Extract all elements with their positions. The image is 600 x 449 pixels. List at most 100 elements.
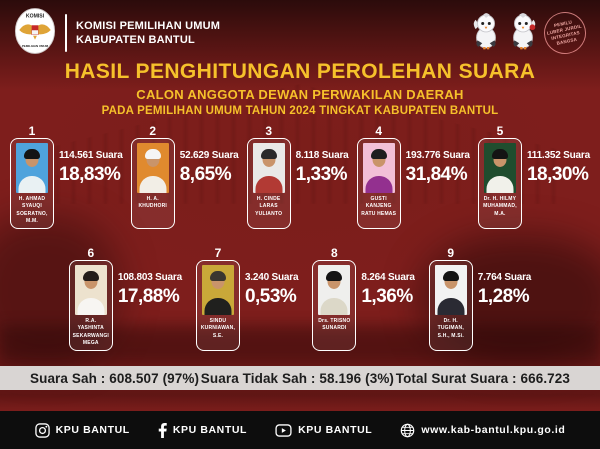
candidate-item: 2 H. A. KHUDHORI 52.629 Suara 8,65%	[130, 124, 239, 229]
instagram-handle: KPU BANTUL	[55, 424, 130, 436]
svg-text:PEMILIHAN UMUM: PEMILIHAN UMUM	[22, 44, 49, 48]
photo-silhouette	[18, 176, 46, 193]
photo-silhouette	[139, 176, 167, 193]
vote-percent: 17,88%	[117, 286, 180, 307]
candidate-item: 7 SINDU KURNIAWAN, S.E. 3.240 Suara 0,53…	[195, 246, 299, 351]
photo-silhouette	[370, 149, 387, 159]
facebook-link: KPU BANTUL	[158, 422, 248, 438]
photo-silhouette	[144, 149, 161, 159]
photo-silhouette	[326, 271, 343, 281]
vote-count: 114.561 Suara	[59, 150, 123, 161]
facebook-handle: KPU BANTUL	[172, 424, 248, 436]
vote-percent: 1,28%	[477, 286, 530, 307]
website-url: www.kab-bantul.kpu.go.id	[421, 424, 566, 436]
website-link: www.kab-bantul.kpu.go.id	[400, 423, 565, 438]
vote-count: 52.629 Suara	[179, 150, 239, 161]
candidate-card: H. CINDE LARAS YULIANTO	[246, 138, 291, 229]
vote-percent: 31,84%	[405, 164, 468, 185]
background-photo	[0, 326, 600, 362]
candidate-number: 3	[265, 124, 272, 138]
vote-percent: 8,65%	[179, 164, 232, 185]
candidate-number: 8	[331, 246, 338, 260]
candidate-card: H. AHMAD SYAUQI SOERATNO, M.M.	[10, 138, 54, 229]
footer: KPU BANTUL KPU BANTUL KPU BANTUL www.kab…	[0, 411, 600, 449]
candidate-name: H. A. KHUDHORI	[138, 196, 167, 210]
title-block: HASIL PENGHITUNGAN PEROLEHAN SUARA CALON…	[0, 60, 600, 117]
photo-silhouette	[320, 298, 348, 315]
candidate-photo	[434, 265, 467, 315]
svg-text:KOMISI: KOMISI	[26, 13, 45, 19]
candidate-item: 1 H. AHMAD SYAUQI SOERATNO, M.M. 114.561…	[10, 124, 123, 229]
stats-bar: Suara Sah : 608.507 (97%) Suara Tidak Sa…	[0, 366, 600, 390]
campaign-stamp-icon: PEMILU LUBER JURDIL INTEGRITAS BANGSA	[540, 8, 590, 58]
candidate-card: GUSTI KANJENG RATU HEMAS	[356, 138, 401, 229]
candidate-number: 1	[28, 124, 36, 138]
candidate-number: 5	[496, 124, 504, 138]
header-right: PEMILU LUBER JURDIL INTEGRITAS BANGSA	[470, 8, 590, 58]
mascot-bird-icon	[507, 12, 539, 55]
vote-percent: 1,36%	[361, 286, 413, 307]
photo-silhouette	[365, 176, 393, 193]
candidate-photo	[201, 265, 234, 315]
org-line2: KABUPATEN BANTUL	[76, 34, 195, 46]
candidates-row-1: 1 H. AHMAD SYAUQI SOERATNO, M.M. 114.561…	[0, 117, 600, 229]
kpu-logo-icon: KOMISI PEMILIHAN UMUM	[14, 7, 56, 60]
vote-count: 3.240 Suara	[244, 272, 299, 283]
photo-silhouette	[437, 298, 465, 315]
candidate-photo	[318, 265, 351, 315]
youtube-icon	[275, 423, 292, 437]
photo-silhouette	[209, 271, 226, 281]
candidate-item: 4 GUSTI KANJENG RATU HEMAS 193.776 Suara…	[356, 124, 470, 229]
candidate-number: 4	[375, 124, 383, 138]
candidate-item: 5 Dr. H. HILMY MUHAMMAD, M.A. 111.352 Su…	[477, 124, 590, 229]
candidate-card: H. A. KHUDHORI	[130, 138, 175, 229]
candidate-photo	[362, 143, 395, 193]
org-name: KOMISI PEMILIHAN UMUM KABUPATEN BANTUL	[76, 19, 220, 48]
header: KOMISI PEMILIHAN UMUM KOMISI PEMILIHAN U…	[0, 0, 600, 58]
valid-votes-stat: Suara Sah : 608.507 (97%)	[30, 370, 200, 386]
candidate-photo	[16, 143, 48, 193]
candidate-name: Drs. TRISNO SUNARDI	[318, 318, 351, 332]
instagram-icon	[34, 422, 50, 438]
candidate-number: 6	[87, 246, 95, 260]
photo-silhouette	[486, 176, 514, 193]
photo-silhouette	[204, 298, 232, 315]
candidate-item: 3 H. CINDE LARAS YULIANTO 8.118 Suara 1,…	[246, 124, 349, 229]
candidate-name: SINDU KURNIAWAN, S.E.	[200, 318, 236, 339]
candidate-item: 8 Drs. TRISNO SUNARDI 8.264 Suara 1,36%	[312, 246, 415, 351]
photo-silhouette	[24, 149, 40, 159]
vote-count: 193.776 Suara	[405, 150, 470, 161]
total-ballots-stat: Total Surat Suara : 666.723	[395, 370, 570, 386]
globe-icon	[400, 423, 415, 438]
vote-count: 8.264 Suara	[361, 272, 415, 283]
subtitle-2: PADA PEMILIHAN UMUM TAHUN 2024 TINGKAT K…	[101, 105, 499, 117]
candidate-name: Dr. H. HILMY MUHAMMAD, M.A.	[483, 196, 517, 217]
candidate-name: H. CINDE LARAS YULIANTO	[255, 196, 283, 217]
photo-silhouette	[82, 271, 99, 281]
photo-silhouette	[260, 149, 277, 159]
candidate-item: 9 Dr. H. TUGIMAN, S.H., M.Si. 7.764 Suar…	[428, 246, 531, 351]
main-title: HASIL PENGHITUNGAN PEROLEHAN SUARA	[64, 60, 536, 83]
vote-percent: 0,53%	[244, 286, 297, 307]
vote-percent: 1,33%	[295, 164, 348, 185]
photo-silhouette	[491, 149, 508, 159]
candidate-photo	[136, 143, 169, 193]
header-divider	[65, 14, 67, 52]
photo-silhouette	[255, 176, 283, 193]
photo-silhouette	[442, 271, 459, 281]
candidate-card: Dr. H. HILMY MUHAMMAD, M.A.	[477, 138, 522, 229]
youtube-link: KPU BANTUL	[275, 423, 372, 437]
subtitle: CALON ANGGOTA DEWAN PERWAKILAN DAERAH	[136, 87, 464, 102]
candidate-name: H. AHMAD SYAUQI SOERATNO, M.M.	[16, 196, 48, 224]
vote-count: 111.352 Suara	[526, 150, 590, 161]
candidate-photo	[252, 143, 285, 193]
vote-count: 8.118 Suara	[295, 150, 349, 161]
vote-percent: 18,30%	[526, 164, 589, 185]
candidate-name: GUSTI KANJENG RATU HEMAS	[361, 196, 397, 217]
candidate-card: Dr. H. TUGIMAN, S.H., M.Si.	[428, 260, 473, 351]
candidate-card: Drs. TRISNO SUNARDI	[312, 260, 357, 351]
candidate-photo	[483, 143, 516, 193]
candidates-row-2: 6 R.A. YASHINTA SEKARWANGI MEGA 108.803 …	[0, 229, 600, 351]
org-line1: KOMISI PEMILIHAN UMUM	[76, 19, 221, 32]
